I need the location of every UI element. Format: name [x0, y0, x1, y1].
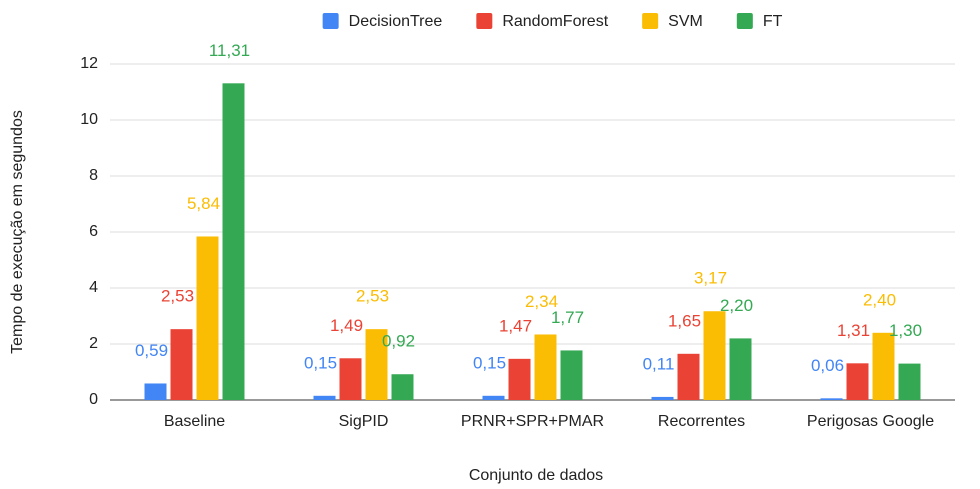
legend-label: DecisionTree: [349, 13, 443, 30]
data-label: 11,31: [209, 41, 250, 60]
y-tick-label: 0: [89, 391, 98, 408]
x-axis-label: Conjunto de dados: [469, 467, 603, 484]
data-label: 0,15: [473, 353, 506, 372]
bar: [222, 83, 245, 400]
y-axis-label: Tempo de execução em segundos: [9, 110, 26, 354]
bar: [820, 398, 843, 400]
bar: [677, 353, 700, 400]
bar: [560, 350, 583, 400]
bar: [651, 396, 674, 400]
bar: [339, 358, 362, 400]
data-label: 1,49: [330, 316, 363, 335]
data-label: 2,53: [161, 287, 194, 306]
y-tick-label: 8: [89, 167, 98, 184]
data-label: 0,11: [643, 354, 675, 373]
data-label: 1,77: [551, 308, 584, 327]
bar: [313, 395, 336, 400]
bar: [846, 363, 869, 400]
bar: [144, 383, 167, 400]
bar: [196, 236, 219, 400]
bar: [872, 332, 895, 400]
legend-swatch: [736, 13, 753, 29]
bar: [898, 363, 921, 400]
y-tick-label: 6: [89, 223, 98, 240]
legend-label: SVM: [668, 13, 703, 30]
data-label: 2,20: [720, 296, 753, 315]
y-tick-label: 10: [80, 111, 98, 128]
data-label: 0,59: [135, 341, 168, 360]
y-tick-label: 12: [80, 55, 98, 72]
bar: [703, 311, 726, 400]
data-label: 1,30: [889, 321, 922, 340]
data-label: 0,06: [811, 356, 844, 375]
legend-swatch: [322, 13, 339, 29]
data-label: 3,17: [694, 269, 727, 288]
bar: [365, 329, 388, 400]
legend-swatch: [642, 13, 659, 29]
x-tick-label: SigPID: [339, 413, 389, 430]
data-label: 1,47: [499, 316, 532, 335]
bar: [508, 358, 531, 400]
data-label: 1,65: [668, 311, 701, 330]
bar: [729, 338, 752, 400]
data-label: 2,53: [356, 287, 389, 306]
y-tick-label: 2: [89, 335, 98, 352]
bar: [534, 334, 557, 400]
data-label: 1,31: [837, 321, 870, 340]
data-label: 2,40: [863, 290, 896, 309]
bar: [482, 395, 505, 400]
bar: [391, 374, 414, 400]
y-tick-label: 4: [89, 279, 98, 296]
legend-label: RandomForest: [502, 13, 608, 30]
data-label: 0,15: [304, 353, 337, 372]
data-label: 5,84: [187, 194, 220, 213]
bar: [170, 329, 193, 400]
x-tick-label: Perigosas Google: [807, 413, 934, 430]
legend-label: FT: [763, 13, 783, 30]
data-label: 2,34: [525, 292, 558, 311]
x-tick-label: PRNR+SPR+PMAR: [461, 413, 604, 430]
legend-swatch: [476, 13, 493, 29]
x-tick-label: Recorrentes: [658, 413, 745, 430]
data-label: 0,92: [382, 332, 415, 351]
x-tick-label: Baseline: [164, 413, 225, 430]
